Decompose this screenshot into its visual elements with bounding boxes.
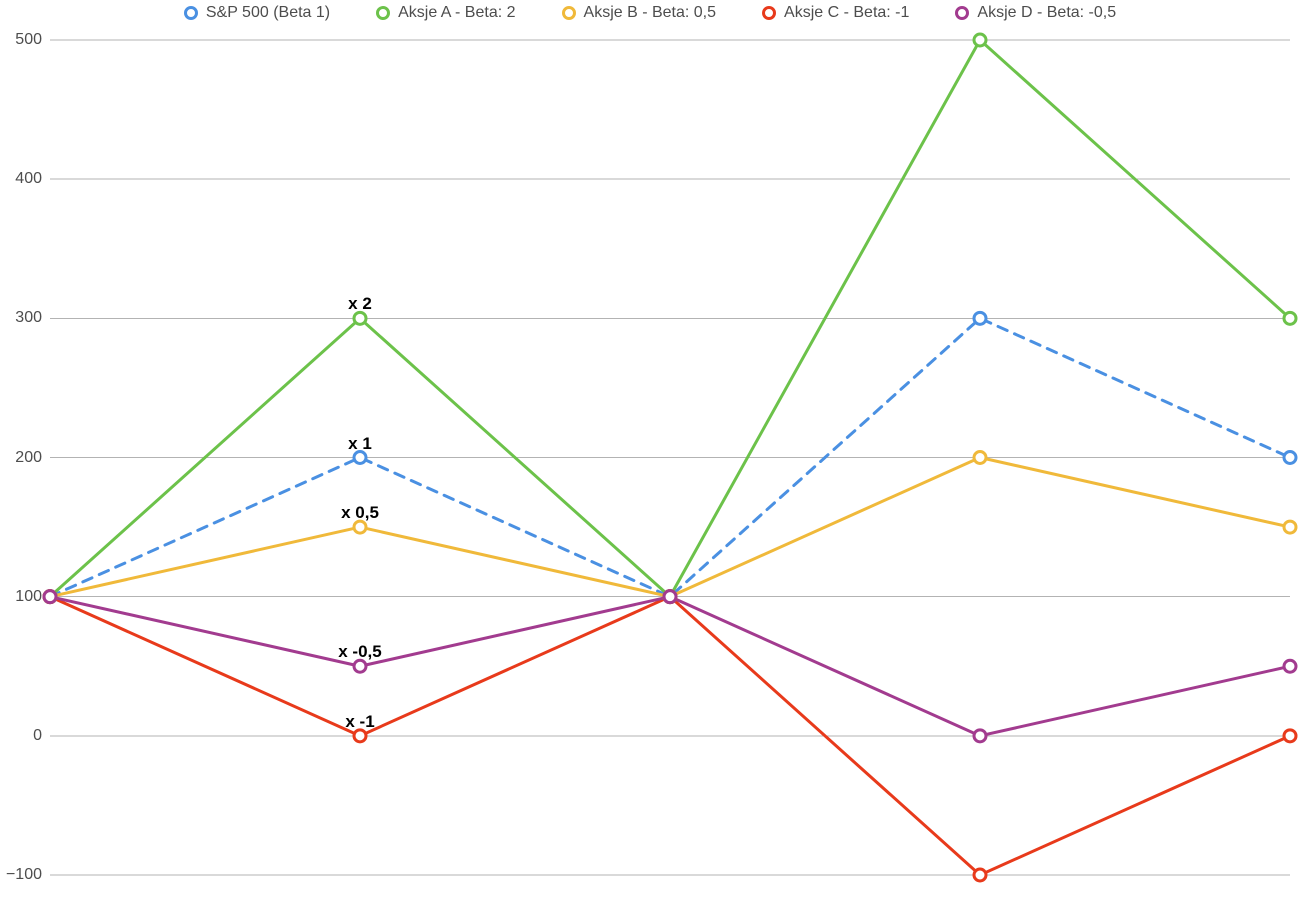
legend-item-aksje-b[interactable]: Aksje B - Beta: 0,5: [562, 4, 717, 22]
legend-swatch-icon: [955, 6, 969, 20]
series-marker-aksje-d: [974, 730, 986, 742]
legend-item-aksje-c[interactable]: Aksje C - Beta: -1: [762, 4, 909, 22]
chart-annotation: x 1: [348, 434, 372, 454]
series-marker-aksje-c: [1284, 730, 1296, 742]
series-marker-aksje-d: [1284, 660, 1296, 672]
legend-swatch-icon: [184, 6, 198, 20]
y-tick-label: 400: [2, 170, 42, 188]
series-marker-sp500: [1284, 452, 1296, 464]
series-marker-aksje-d: [664, 591, 676, 603]
legend-label: S&P 500 (Beta 1): [206, 4, 330, 22]
legend-item-sp500[interactable]: S&P 500 (Beta 1): [184, 4, 330, 22]
series-marker-aksje-b: [1284, 521, 1296, 533]
series-marker-aksje-c: [974, 869, 986, 881]
series-marker-aksje-a: [1284, 312, 1296, 324]
series-marker-sp500: [974, 312, 986, 324]
y-tick-label: 200: [2, 449, 42, 467]
chart-annotation: x -0,5: [338, 642, 381, 662]
chart-annotation: x 0,5: [341, 503, 379, 523]
series-marker-aksje-d: [44, 591, 56, 603]
series-marker-aksje-a: [974, 34, 986, 46]
y-tick-label: 0: [2, 727, 42, 745]
y-tick-label: 100: [2, 588, 42, 606]
legend-label: Aksje B - Beta: 0,5: [584, 4, 717, 22]
y-tick-label: 500: [2, 31, 42, 49]
legend-label: Aksje A - Beta: 2: [398, 4, 515, 22]
series-marker-aksje-b: [974, 452, 986, 464]
chart-canvas: [0, 0, 1300, 901]
chart-annotation: x 2: [348, 294, 372, 314]
legend-item-aksje-a[interactable]: Aksje A - Beta: 2: [376, 4, 515, 22]
legend-swatch-icon: [376, 6, 390, 20]
y-tick-label: −100: [2, 866, 42, 884]
legend-item-aksje-d[interactable]: Aksje D - Beta: -0,5: [955, 4, 1116, 22]
legend-label: Aksje C - Beta: -1: [784, 4, 909, 22]
series-line-aksje-d: [50, 597, 1290, 736]
legend-swatch-icon: [762, 6, 776, 20]
chart-legend: S&P 500 (Beta 1) Aksje A - Beta: 2 Aksje B…: [0, 4, 1300, 22]
beta-line-chart: S&P 500 (Beta 1) Aksje A - Beta: 2 Aksje B…: [0, 0, 1300, 901]
legend-swatch-icon: [562, 6, 576, 20]
y-tick-label: 300: [2, 309, 42, 327]
legend-label: Aksje D - Beta: -0,5: [977, 4, 1116, 22]
chart-annotation: x -1: [345, 712, 374, 732]
series-line-aksje-b: [50, 458, 1290, 597]
